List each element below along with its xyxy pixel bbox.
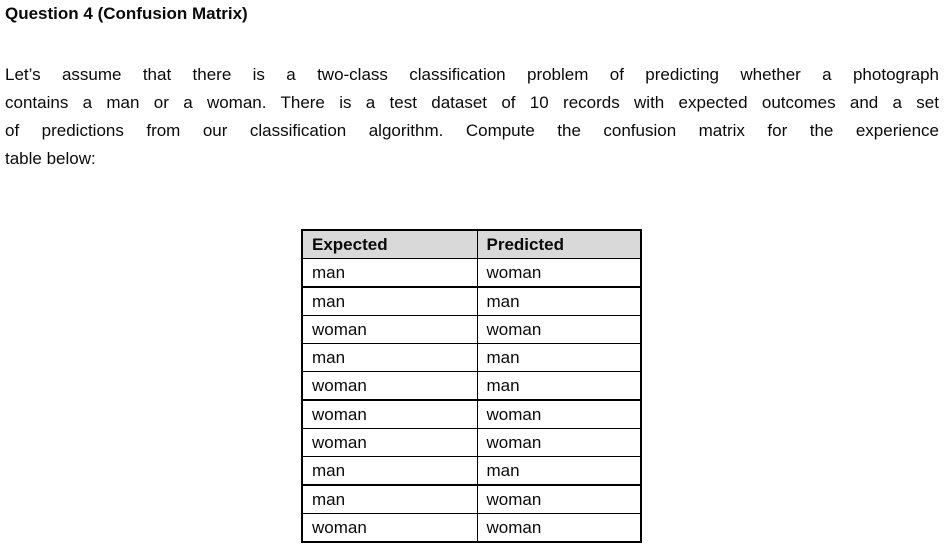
- table-row: man man: [301, 286, 642, 316]
- table-row: man man: [301, 456, 642, 486]
- page-title: Question 4 (Confusion Matrix): [5, 4, 248, 23]
- expected-cell: woman: [301, 371, 478, 401]
- table-header-row: Expected Predicted: [301, 229, 642, 259]
- predicted-cell: man: [476, 371, 642, 401]
- predicted-cell: woman: [476, 484, 642, 514]
- predicted-cell: woman: [476, 258, 642, 288]
- table-row: man man: [301, 343, 642, 372]
- table-row: woman woman: [301, 513, 642, 543]
- table-row: man woman: [301, 258, 642, 288]
- expected-cell: man: [301, 343, 478, 372]
- experience-table: Expected Predicted man woman man man wom…: [301, 229, 642, 543]
- predicted-cell: woman: [476, 513, 642, 543]
- predicted-cell: man: [476, 286, 642, 316]
- expected-cell: woman: [301, 315, 478, 344]
- paragraph-line: Let’s assume that there is a two-class c…: [5, 65, 939, 84]
- table-row: woman woman: [301, 315, 642, 344]
- expected-cell: woman: [301, 399, 478, 429]
- table-row: woman woman: [301, 399, 642, 429]
- paragraph-line: table below:: [5, 149, 96, 168]
- expected-cell: woman: [301, 513, 478, 543]
- predicted-cell: man: [476, 456, 642, 486]
- expected-cell: man: [301, 456, 478, 486]
- expected-cell: woman: [301, 428, 478, 457]
- table-row: woman woman: [301, 428, 642, 457]
- table-header-expected: Expected: [301, 229, 478, 259]
- experience-table-container: Expected Predicted man woman man man wom…: [301, 229, 642, 543]
- paragraph-line: of predictions from our classification a…: [5, 121, 939, 140]
- predicted-cell: woman: [476, 315, 642, 344]
- predicted-cell: man: [476, 343, 642, 372]
- expected-cell: man: [301, 286, 478, 316]
- table-header-predicted: Predicted: [476, 229, 642, 259]
- expected-cell: man: [301, 258, 478, 288]
- expected-cell: man: [301, 484, 478, 514]
- table-row: woman man: [301, 371, 642, 401]
- predicted-cell: woman: [476, 399, 642, 429]
- question-paragraph: Let’s assume that there is a two-class c…: [5, 61, 939, 173]
- predicted-cell: woman: [476, 428, 642, 457]
- paragraph-line: contains a man or a woman. There is a te…: [5, 93, 939, 112]
- table-row: man woman: [301, 484, 642, 514]
